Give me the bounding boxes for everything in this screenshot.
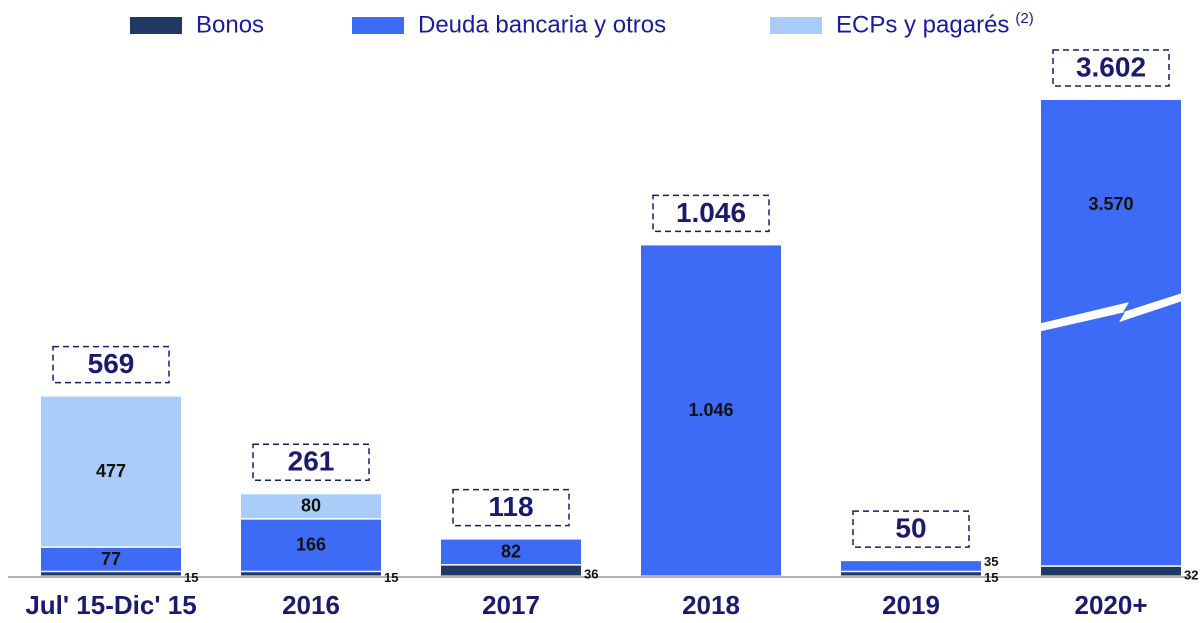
segment-label: 80 [301,496,321,516]
segment-label: 3.570 [1088,194,1133,214]
bar-segment [41,396,181,547]
bar-segment [1041,100,1181,566]
legend-footnote: (2) [1015,10,1033,27]
legend-swatch [130,17,182,34]
bar-segment [41,547,181,571]
legend-label: ECPs y pagarés (2) [836,10,1034,38]
segment-label: 166 [296,535,326,555]
bar-segment [641,245,781,576]
x-tick-label: Jul' 15-Dic' 15 [25,590,196,620]
total-box [652,194,770,233]
segment-label: 36 [584,567,598,582]
segment-label: 32 [1184,567,1198,582]
bar-segment [841,561,981,571]
segment-label: 35 [984,554,998,569]
bar-segment [441,565,581,576]
legend-label: Deuda bancaria y otros [418,11,666,38]
legend-label: Bonos [196,11,264,38]
x-tick-label: 2016 [282,590,340,620]
total-label: 118 [488,491,533,522]
x-tick-label: 2017 [482,590,540,620]
axis-break [1037,292,1185,333]
bar-segment [1041,566,1181,576]
segment-label: 477 [96,461,126,481]
bar-segment [841,572,981,576]
bar-segment [241,572,381,576]
segment-label: 15 [384,570,398,585]
total-box [452,488,570,527]
total-box [52,345,170,384]
total-label: 261 [288,446,335,477]
segment-label: 1.046 [688,400,733,420]
x-tick-label: 2020+ [1074,590,1147,620]
legend-swatch [770,17,822,34]
total-label: 3.602 [1076,51,1146,82]
segment-label: 82 [501,541,521,561]
segment-label: 15 [984,570,998,585]
total-label: 1.046 [676,197,746,228]
total-box [252,443,370,482]
x-tick-label: 2018 [682,590,740,620]
total-label: 50 [895,513,926,544]
segment-label: 77 [101,549,121,569]
segment-label: 15 [184,570,198,585]
total-label: 569 [88,348,135,379]
x-tick-label: 2019 [882,590,940,620]
bar-segment [441,539,581,565]
bar-segment [241,519,381,571]
total-box [852,510,970,548]
bar-segment [41,572,181,576]
legend-swatch [352,17,404,34]
total-box [1052,49,1170,87]
bar-segment [241,494,381,519]
